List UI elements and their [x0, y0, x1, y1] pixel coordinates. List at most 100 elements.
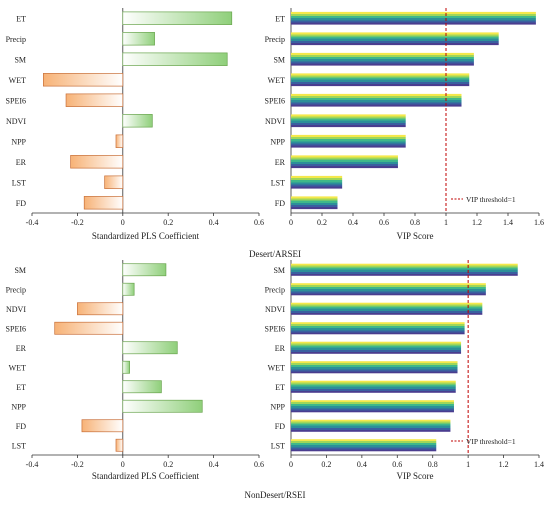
x-axis-label: VIP Score — [397, 231, 434, 241]
category-label: NDVI — [265, 117, 285, 126]
bar-ndvi — [291, 302, 483, 315]
category-label: LST — [271, 441, 285, 450]
category-label: LST — [12, 441, 26, 450]
bar-er — [291, 155, 398, 169]
category-label: ER — [275, 158, 286, 167]
category-label: NDVI — [265, 305, 285, 314]
chart-panel-desert-pls: -0.4 -0.2 0 0.2 0.4 0.6 Standardized PLS Coeff… — [6, 8, 264, 241]
category-label: WET — [9, 363, 26, 372]
bar-precip — [122, 32, 155, 46]
x-tick-label: 0.8 — [410, 218, 420, 227]
category-label: ET — [275, 14, 285, 23]
bar-lst — [104, 175, 124, 189]
chart-panel-desert-vip: 0 0.2 0.4 0.6 0.8 1 1.2 1.4 1.6 VIP Score ET Precip… — [265, 8, 544, 241]
bar-precip — [291, 32, 499, 46]
category-label: WET — [268, 76, 285, 85]
category-label: FD — [275, 199, 285, 208]
x-tick-label: 1 — [444, 218, 448, 227]
bar-et — [122, 11, 233, 25]
chart-panel-nondesert-pls: -0.4 -0.2 0 0.2 0.4 0.6 Standardized PLS Coeff… — [6, 260, 264, 481]
bar-er — [122, 341, 178, 355]
category-label: ER — [275, 344, 286, 353]
x-axis-label: Standardized PLS Coefficient — [92, 471, 200, 481]
bar-et — [122, 380, 162, 394]
bar-et — [291, 11, 536, 25]
x-tick-label: -0.4 — [26, 218, 39, 227]
bar-lst — [291, 439, 437, 452]
caption-desert: Desert/ARSEI — [249, 249, 301, 259]
bar-er — [291, 341, 462, 354]
x-tick-label: 1.4 — [534, 460, 544, 469]
legend-label: VIP threshold=1 — [466, 437, 516, 446]
x-tick-label: 0.2 — [163, 218, 173, 227]
x-tick-label: 0 — [121, 460, 125, 469]
bar-et — [291, 380, 456, 393]
x-tick-label: 0.4 — [348, 218, 358, 227]
category-label: ET — [16, 383, 26, 392]
x-tick-label: -0.2 — [71, 460, 84, 469]
category-label: SPEI6 — [265, 324, 285, 333]
category-label: SPEI6 — [265, 96, 285, 105]
category-label: FD — [16, 422, 26, 431]
category-label: SPEI6 — [6, 96, 26, 105]
x-tick-label: 1.6 — [534, 218, 544, 227]
bar-lst — [115, 438, 124, 452]
bar-ndvi — [122, 114, 153, 128]
x-tick-label: 1.2 — [472, 218, 482, 227]
x-tick-label: 0 — [121, 218, 125, 227]
bar-npp — [115, 134, 124, 148]
category-label: LST — [271, 178, 285, 187]
bar-ndvi — [291, 114, 406, 128]
bar-spei6 — [291, 93, 462, 107]
category-label: WET — [268, 363, 285, 372]
category-label: NPP — [11, 137, 26, 146]
category-label: WET — [9, 76, 26, 85]
x-tick-label: 1.2 — [499, 460, 509, 469]
bar-wet — [291, 73, 470, 87]
x-tick-label: 0.6 — [392, 460, 402, 469]
category-label: NPP — [270, 402, 285, 411]
bar-precip — [122, 282, 135, 296]
bar-spei6 — [65, 93, 124, 107]
bar-ndvi — [77, 302, 124, 316]
category-label: SM — [14, 55, 26, 64]
x-axis-label: VIP Score — [397, 471, 434, 481]
x-tick-label: -0.2 — [71, 218, 84, 227]
bar-sm — [122, 263, 167, 277]
category-label: SM — [273, 55, 285, 64]
x-tick-label: 0.4 — [209, 460, 219, 469]
x-tick-label: 0 — [289, 218, 293, 227]
bar-er — [70, 155, 124, 169]
category-label: NDVI — [6, 117, 26, 126]
x-tick-label: 0.6 — [254, 460, 264, 469]
bar-fd — [291, 419, 451, 432]
chart-panel-nondesert-vip: 0 0.2 0.4 0.6 0.8 1 1.2 1.4 VIP Score SM Precip NDV… — [265, 260, 544, 481]
bar-sm — [291, 52, 474, 66]
x-axis-label: Standardized PLS Coefficient — [92, 231, 200, 241]
category-label: Precip — [265, 35, 285, 44]
bar-fd — [83, 196, 124, 210]
category-label: ER — [16, 158, 27, 167]
x-tick-label: 0.2 — [317, 218, 327, 227]
category-label: ER — [16, 344, 27, 353]
x-tick-label: 0.2 — [321, 460, 331, 469]
legend-label: VIP threshold=1 — [466, 195, 516, 204]
x-tick-label: 0.6 — [254, 218, 264, 227]
x-tick-label: 0.8 — [428, 460, 438, 469]
bar-sm — [122, 52, 228, 66]
x-tick-label: 0.4 — [209, 218, 219, 227]
x-tick-label: 0 — [289, 460, 293, 469]
x-tick-label: 1.4 — [503, 218, 513, 227]
x-tick-label: 0.4 — [357, 460, 367, 469]
x-tick-label: 0.2 — [163, 460, 173, 469]
category-label: Precip — [6, 285, 26, 294]
bar-sm — [291, 263, 518, 276]
bar-fd — [81, 419, 124, 433]
bar-npp — [291, 134, 406, 148]
category-label: FD — [275, 422, 285, 431]
category-label: Precip — [265, 285, 285, 294]
category-label: Precip — [6, 35, 26, 44]
bar-fd — [291, 196, 338, 210]
category-label: LST — [12, 178, 26, 187]
